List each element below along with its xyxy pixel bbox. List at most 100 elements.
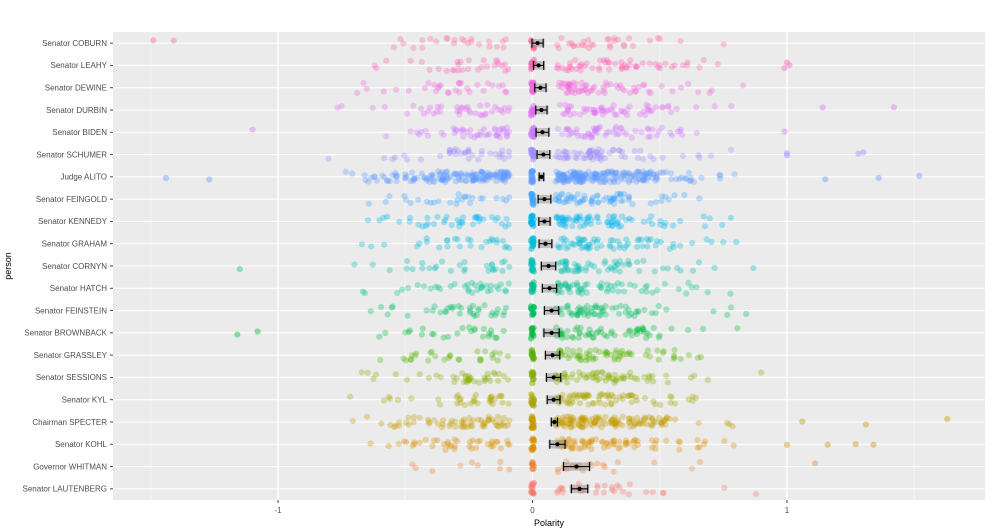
data-point: [634, 259, 641, 266]
data-point: [410, 102, 417, 109]
data-point: [483, 282, 490, 289]
data-point: [493, 173, 500, 181]
data-point: [570, 42, 577, 50]
data-point: [566, 416, 573, 423]
data-point: [581, 87, 589, 94]
data-point: [601, 350, 609, 358]
data-point: [451, 281, 458, 288]
data-point: [601, 444, 608, 451]
data-point: [603, 129, 610, 136]
data-point: [595, 219, 602, 226]
data-point: [638, 129, 645, 136]
data-point: [626, 89, 634, 96]
data-point: [568, 65, 576, 73]
data-point: [578, 179, 585, 186]
data-point: [648, 415, 656, 423]
data-point: [437, 153, 444, 160]
data-point: [559, 213, 566, 220]
data-point: [405, 328, 412, 335]
data-point: [626, 415, 633, 422]
data-point: [581, 311, 588, 318]
data-point: [502, 197, 510, 204]
data-point: [424, 214, 431, 221]
data-point: [553, 422, 560, 429]
data-point: [603, 107, 610, 114]
data-point: [358, 241, 365, 248]
data-point: [470, 176, 477, 183]
data-point: [150, 37, 157, 44]
data-point: [369, 261, 376, 268]
data-point: [644, 125, 651, 132]
data-point: [634, 325, 641, 333]
data-point: [630, 173, 637, 180]
data-point: [626, 215, 633, 222]
data-point: [623, 172, 630, 179]
data-point: [575, 150, 582, 158]
data-point: [404, 110, 411, 117]
data-point: [416, 414, 423, 421]
data-point: [437, 309, 444, 316]
data-point: [645, 107, 652, 114]
data-point: [824, 441, 831, 448]
data-point: [589, 369, 596, 376]
data-point: [611, 420, 618, 427]
data-point: [696, 195, 703, 202]
data-point: [618, 124, 625, 132]
data-point: [443, 213, 450, 220]
data-point: [571, 242, 578, 249]
data-point: [556, 170, 564, 177]
data-point: [453, 375, 460, 382]
data-point: [638, 287, 645, 295]
data-point: [617, 82, 624, 89]
data-point: [615, 288, 622, 295]
data-point: [647, 421, 654, 428]
data-point: [724, 311, 731, 318]
data-point: [578, 290, 585, 297]
data-point: [565, 354, 572, 362]
data-point: [435, 84, 442, 92]
data-point: [464, 85, 471, 92]
data-point: [700, 325, 707, 332]
data-point: [474, 66, 481, 73]
data-point: [593, 304, 600, 311]
data-point: [491, 418, 498, 426]
data-point: [632, 436, 639, 443]
data-point: [626, 61, 633, 69]
mean-point: [535, 41, 540, 46]
data-point: [567, 60, 574, 67]
data-point: [560, 221, 567, 229]
data-point: [568, 40, 575, 47]
data-point: [605, 168, 612, 175]
data-point: [604, 168, 611, 175]
data-point: [351, 261, 358, 268]
data-point: [490, 442, 497, 450]
data-point: [496, 153, 503, 161]
data-point: [576, 329, 583, 336]
data-point: [687, 177, 694, 184]
data-point: [485, 267, 492, 274]
data-point: [697, 353, 705, 361]
data-point: [632, 421, 639, 428]
data-point: [573, 217, 580, 225]
data-point: [451, 171, 458, 178]
data-point: [575, 265, 582, 272]
data-point: [636, 420, 643, 427]
data-point: [463, 172, 470, 179]
data-point: [431, 81, 438, 89]
data-point: [606, 66, 613, 73]
data-point: [419, 223, 426, 230]
data-point: [371, 173, 378, 180]
data-point: [464, 172, 472, 179]
data-point: [503, 89, 510, 96]
data-point: [479, 333, 486, 340]
data-point: [492, 395, 499, 402]
data-point: [386, 193, 393, 200]
data-point: [625, 392, 632, 399]
data-point: [459, 420, 467, 427]
data-point: [633, 331, 641, 338]
data-point: [393, 178, 400, 185]
data-point: [556, 176, 563, 183]
data-point: [465, 148, 472, 155]
data-point: [494, 214, 501, 221]
data-point: [584, 312, 592, 320]
